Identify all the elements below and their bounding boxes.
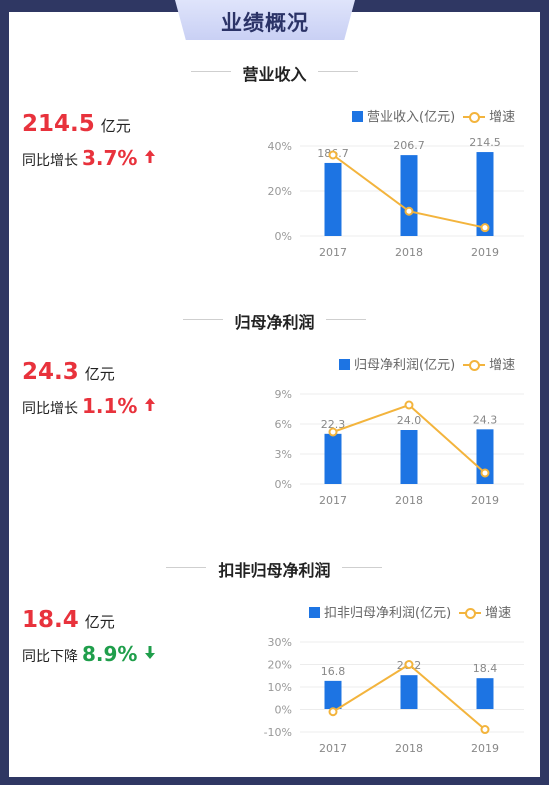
chart-legend: 营业收入(亿元) 增速 xyxy=(352,106,515,125)
y-tick-label: 20% xyxy=(268,659,292,672)
deducted-profit-change: 同比下降 8.9% xyxy=(22,642,156,666)
net-profit-value: 24.3 亿元 xyxy=(22,359,115,385)
y-tick-label: 0% xyxy=(275,478,292,491)
change-label: 同比增长 xyxy=(22,401,78,417)
title-divider-right xyxy=(318,71,358,72)
arrow-up-icon xyxy=(145,398,156,411)
bar-data-label: 22.3 xyxy=(321,418,346,431)
y-tick-label: 30% xyxy=(268,636,292,649)
line-legend-swatch xyxy=(459,607,482,619)
x-tick-label: 2018 xyxy=(395,246,423,259)
y-tick-label: 10% xyxy=(268,681,292,694)
growth-point xyxy=(404,400,414,410)
bar xyxy=(476,152,494,236)
y-tick-label: 3% xyxy=(275,448,292,461)
x-tick-label: 2017 xyxy=(319,246,347,259)
bar-legend-swatch xyxy=(309,607,320,618)
section-title: 归母净利润 xyxy=(234,313,315,332)
header-tab xyxy=(175,0,355,40)
y-tick-label: 6% xyxy=(275,418,292,431)
growth-point xyxy=(480,223,490,233)
growth-point xyxy=(480,468,490,478)
title-divider-left xyxy=(166,567,206,568)
change-percent: 3.7% xyxy=(82,146,138,170)
x-tick-label: 2017 xyxy=(319,494,347,507)
section-title: 扣非归母净利润 xyxy=(218,561,331,580)
bar xyxy=(324,162,342,236)
y-tick-label: 40% xyxy=(268,140,292,153)
value-unit: 亿元 xyxy=(84,365,115,383)
bar-data-label: 206.7 xyxy=(393,139,425,152)
line-legend-swatch xyxy=(463,111,486,123)
bar-legend-swatch xyxy=(352,111,363,122)
revenue-change: 同比增长 3.7% xyxy=(22,146,156,170)
bar xyxy=(476,678,494,709)
growth-point xyxy=(328,427,338,437)
value-number: 18.4 xyxy=(22,607,79,633)
bar-legend-label: 扣非归母净利润(亿元) xyxy=(324,606,452,621)
growth-point xyxy=(328,150,338,160)
growth-point xyxy=(404,660,414,669)
change-percent: 8.9% xyxy=(82,642,138,666)
y-tick-label: -10% xyxy=(264,726,292,739)
growth-point xyxy=(328,707,338,717)
x-tick-label: 2019 xyxy=(471,742,499,755)
bar xyxy=(400,675,418,709)
chart-legend: 扣非归母净利润(亿元) 增速 xyxy=(309,602,511,621)
line-legend-label: 增速 xyxy=(489,358,516,373)
x-tick-label: 2018 xyxy=(395,742,423,755)
growth-point xyxy=(480,725,490,735)
value-unit: 亿元 xyxy=(100,117,131,135)
line-legend-label: 增速 xyxy=(485,606,512,621)
y-tick-label: 9% xyxy=(275,388,292,401)
title-divider-right xyxy=(342,567,382,568)
change-percent: 1.1% xyxy=(82,394,138,418)
x-tick-label: 2017 xyxy=(319,742,347,755)
bar-data-label: 18.4 xyxy=(473,662,498,675)
y-tick-label: 0% xyxy=(275,230,292,243)
page-title: 业绩概况 xyxy=(221,11,309,35)
deducted-profit-value: 18.4 亿元 xyxy=(22,607,115,633)
chart-legend: 归母净利润(亿元) 增速 xyxy=(339,354,515,373)
x-tick-label: 2018 xyxy=(395,494,423,507)
bar xyxy=(324,433,342,484)
title-divider-left xyxy=(191,71,231,72)
arrow-down-icon xyxy=(145,646,156,659)
title-divider-right xyxy=(326,319,366,320)
line-legend-label: 增速 xyxy=(489,110,516,125)
value-number: 214.5 xyxy=(22,111,95,137)
value-number: 24.3 xyxy=(22,359,79,385)
bar-legend-swatch xyxy=(339,359,350,370)
x-tick-label: 2019 xyxy=(471,246,499,259)
net-profit-change: 同比增长 1.1% xyxy=(22,394,156,418)
bar-legend-label: 归母净利润(亿元) xyxy=(354,358,456,373)
bar-data-label: 24.0 xyxy=(397,414,422,427)
value-unit: 亿元 xyxy=(84,613,115,631)
bar-data-label: 16.8 xyxy=(321,665,346,678)
title-divider-left xyxy=(183,319,223,320)
arrow-up-icon xyxy=(145,150,156,163)
revenue-value: 214.5 亿元 xyxy=(22,111,131,137)
bar xyxy=(400,430,418,484)
change-label: 同比下降 xyxy=(22,649,78,665)
line-legend-swatch xyxy=(463,359,486,371)
growth-point xyxy=(404,206,414,216)
section-title: 营业收入 xyxy=(242,65,307,84)
bar xyxy=(324,680,342,709)
y-tick-label: 20% xyxy=(268,185,292,198)
bar xyxy=(400,155,418,236)
y-tick-label: 0% xyxy=(275,704,292,717)
bar-legend-label: 营业收入(亿元) xyxy=(367,110,456,125)
x-tick-label: 2019 xyxy=(471,494,499,507)
bar-data-label: 214.5 xyxy=(469,136,501,149)
change-label: 同比增长 xyxy=(22,153,78,169)
bar-data-label: 24.3 xyxy=(473,413,498,426)
